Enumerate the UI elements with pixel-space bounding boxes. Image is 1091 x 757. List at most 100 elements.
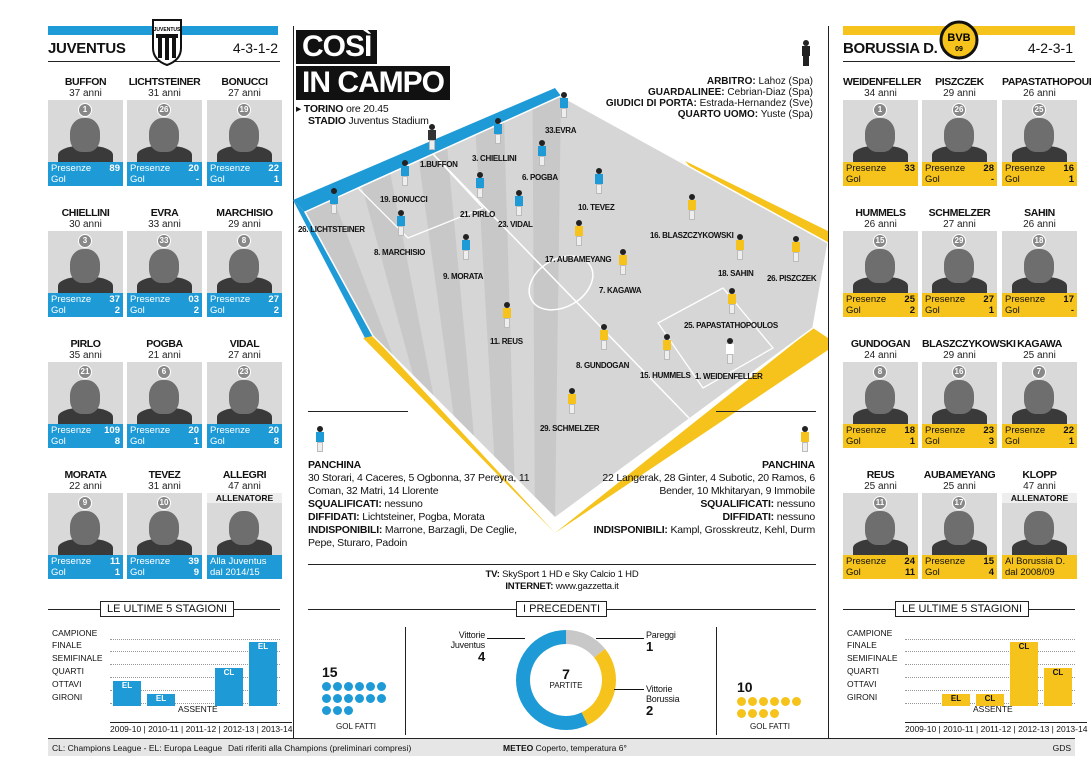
- player-name: KAGAWA: [1017, 338, 1062, 350]
- shirt-number: 3: [78, 234, 92, 248]
- field-player-shirt: [503, 308, 511, 318]
- shirt-number: 25: [1032, 103, 1046, 117]
- player-card: SAHIN 26 anni 18 Presenze 17 Gol -: [1002, 207, 1077, 317]
- field-player-head: [504, 302, 510, 308]
- player-stats: Presenze 03 Gol 2: [127, 293, 202, 317]
- presenze-label: Presenze: [130, 163, 171, 174]
- player-stats: Presenze 89 Gol: [48, 162, 123, 186]
- player-body: [932, 277, 987, 293]
- presenze-label: Presenze: [925, 425, 966, 436]
- player-card: MORATA 22 anni 9 Presenze 11 Gol 1: [48, 469, 123, 579]
- player-card: WEIDENFELLER 34 anni 1 Presenze 33 Gol: [843, 76, 921, 186]
- player-card: CHIELLINI 30 anni 3 Presenze 37 Gol 2: [48, 207, 123, 317]
- coach-card: ALLEGRI 47 anni ALLENATORE Alla Juventus da…: [207, 469, 282, 579]
- field-player-shorts: [689, 210, 695, 220]
- player-name: MORATA: [64, 469, 107, 481]
- shirt-number: 16: [952, 365, 966, 379]
- pie-label-pareggi: Pareggi 1: [646, 630, 676, 654]
- borussia-formation: 4-2-3-1: [1027, 40, 1073, 56]
- presenze-value: 20: [188, 163, 199, 174]
- juv-history-title: LE ULTIME 5 STAGIONI: [100, 601, 235, 617]
- player-stats: Presenze 20 Gol 1: [127, 424, 202, 448]
- field-player-label: 25. PAPASTATHOPOULOS: [684, 321, 778, 330]
- player-card: VIDAL 27 anni 23 Presenze 20 Gol 8: [207, 338, 282, 448]
- player-stats: Presenze 39 Gol 9: [127, 555, 202, 579]
- gol-value: 2: [909, 305, 915, 316]
- gol-value: 1: [1068, 174, 1074, 185]
- footer-note: Dati riferiti alla Champions (preliminar…: [228, 743, 412, 753]
- player-photo: 19: [207, 100, 282, 162]
- player-body: [137, 539, 192, 555]
- player-age: 24 anni: [864, 350, 897, 361]
- player-name: CHIELLINI: [61, 207, 110, 219]
- field-player-label: 8. MARCHISIO: [374, 248, 426, 257]
- history-row-line: [905, 664, 1075, 665]
- juv-gol-label: GOL FATTI: [336, 722, 377, 731]
- shirt-number: 23: [237, 365, 251, 379]
- coach-note: Al Borussia D. dal 2008/09: [1002, 555, 1077, 579]
- field-player-shorts: [620, 265, 626, 275]
- history-row-label: GIRONI: [52, 692, 83, 702]
- history-row-line: [905, 639, 1075, 640]
- player-photo: 17: [922, 493, 997, 555]
- field-player: [330, 188, 338, 214]
- player-head: [70, 380, 100, 414]
- gol-label: Gol: [1005, 174, 1020, 185]
- presenze-label: Presenze: [925, 294, 966, 305]
- pie-label-juv: Vittorie Juventus 4: [450, 630, 486, 664]
- field-player-shirt: [397, 216, 405, 226]
- history-bar-label: EL: [155, 694, 167, 703]
- player-photo: 6: [127, 362, 202, 424]
- player-head: [149, 380, 179, 414]
- player-age: 37 anni: [69, 88, 102, 99]
- player-body: [932, 146, 987, 162]
- pie-leader-pareggi: [596, 638, 644, 639]
- player-age: 33 anni: [148, 219, 181, 230]
- footer-meteo: METEO Coperto, temperatura 6°: [503, 743, 627, 753]
- presenze-value: 33: [904, 163, 915, 174]
- player-stats: Presenze 18 Gol 1: [843, 424, 918, 448]
- player-name: PISZCZEK: [935, 76, 984, 88]
- history-bar-label: CL: [984, 694, 996, 703]
- field-player: [728, 288, 736, 314]
- presenze-label: Presenze: [130, 425, 171, 436]
- history-bar: EL: [113, 681, 141, 706]
- gol-value: 8: [273, 436, 279, 447]
- field-player-head: [398, 210, 404, 216]
- presenze-label: Presenze: [51, 425, 92, 436]
- presenze-label: Presenze: [130, 556, 171, 567]
- goal-dot: [737, 709, 746, 718]
- presenze-label: Presenze: [210, 294, 251, 305]
- player-photo: 15: [843, 231, 918, 293]
- player-head: [229, 380, 259, 414]
- player-photo: 26: [922, 100, 997, 162]
- player-photo: 1: [843, 100, 918, 162]
- field-player-shorts: [737, 250, 743, 260]
- player-head: [1024, 118, 1054, 152]
- match-info: ▸ TORINO ore 20.45 STADIO Juventus Stadi…: [296, 103, 429, 127]
- gol-label: Gol: [925, 174, 940, 185]
- history-row-label: SEMIFINALE: [52, 653, 103, 663]
- precedenti-right-divider: [716, 627, 717, 735]
- gol-label: Gol: [130, 174, 145, 185]
- gol-value: 9: [193, 567, 199, 578]
- presenze-label: Presenze: [846, 425, 887, 436]
- referee-icon: [802, 40, 810, 66]
- player-body: [137, 146, 192, 162]
- field-player-head: [601, 324, 607, 330]
- history-bar: EL: [249, 642, 277, 706]
- coach-age: 47 anni: [228, 481, 261, 492]
- history-row-label: FINALE: [52, 640, 82, 650]
- field-player-head: [689, 194, 695, 200]
- juv-gol-count: 15: [322, 664, 338, 680]
- player-name: MARCHISIO: [216, 207, 273, 219]
- goal-dot: [792, 697, 801, 706]
- play-icon: ▸: [296, 103, 302, 115]
- field-player-shirt: [736, 240, 744, 250]
- goal-dot: [770, 697, 779, 706]
- gol-value: -: [195, 174, 199, 185]
- player-head: [1024, 380, 1054, 414]
- field-player-head: [576, 220, 582, 226]
- player-photo: 7: [1002, 362, 1077, 424]
- player-stats: Presenze 16 Gol 1: [1002, 162, 1077, 186]
